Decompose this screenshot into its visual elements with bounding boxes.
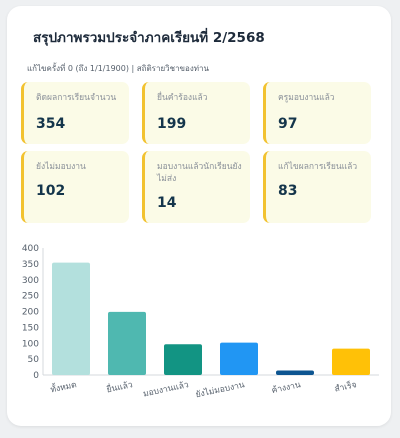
stat-value: 14 <box>157 195 177 211</box>
stat-value: 97 <box>278 116 298 132</box>
status-bar-chart: 0 50 100 150 200 250 300 350 400 ทั้งหมด ยื่นแล้ว ม… <box>22 244 379 400</box>
summary-card: สรุปภาพรวมประจำภาคเรียนที่ 2/2568 แก้ไขค… <box>7 6 391 426</box>
page-title: สรุปภาพรวมประจำภาคเรียนที่ 2/2568 <box>33 30 265 46</box>
y-tick-label: 100 <box>22 339 39 349</box>
stat-value: 199 <box>157 116 187 132</box>
stat-label: ติดผลการเรียนจำนวน <box>36 93 117 103</box>
stat-card-grades-fixed: แก้ไขผลการเรียนแล้ว 83 <box>263 151 371 223</box>
stat-label: มอบงานแล้วนักเรียนยังไม่ส่ง <box>157 162 242 184</box>
stat-card-not-assigned: ยังไม่มอบงาน 102 <box>21 151 129 223</box>
stat-card-pending-student: มอบงานแล้วนักเรียนยังไม่ส่ง 14 <box>142 151 250 223</box>
stat-value: 102 <box>36 183 66 199</box>
y-tick-label: 400 <box>22 244 39 254</box>
page-subtitle: แก้ไขครั้งที่ 0 (ถึง 1/1/1900) | สถิติรา… <box>27 64 209 73</box>
y-tick-label: 50 <box>28 355 40 365</box>
y-tick-label: 0 <box>33 371 39 381</box>
bar-3[interactable] <box>220 342 258 375</box>
x-tick-label: ยังไม่มอบงาน <box>195 379 246 400</box>
x-tick-label: มอบงานแล้ว <box>142 379 190 399</box>
x-tick-label: ค้างงาน <box>271 379 302 396</box>
bar-1[interactable] <box>108 311 146 375</box>
stat-label: ยื่นคำร้องแล้ว <box>157 93 208 103</box>
x-tick-label: ทั้งหมด <box>49 378 77 395</box>
stat-card-submitted: ยื่นคำร้องแล้ว 199 <box>142 82 250 144</box>
bar-2[interactable] <box>164 344 202 375</box>
stat-value: 83 <box>278 183 298 199</box>
bar-0[interactable] <box>52 262 90 375</box>
x-tick-label: ยื่นแล้ว <box>105 378 133 395</box>
y-tick-label: 250 <box>22 292 39 302</box>
bar-4[interactable] <box>276 370 314 375</box>
stat-label: ยังไม่มอบงาน <box>36 162 86 172</box>
y-tick-label: 300 <box>22 276 39 286</box>
stat-label: ครูมอบงานแล้ว <box>278 93 335 103</box>
bar-5[interactable] <box>332 348 370 375</box>
y-tick-label: 200 <box>22 308 39 318</box>
x-tick-label: สำเร็จ <box>333 378 357 394</box>
stat-label: แก้ไขผลการเรียนแล้ว <box>278 162 358 172</box>
y-tick-label: 350 <box>22 260 39 270</box>
stat-value: 354 <box>36 116 66 132</box>
stat-card-total-grades: ติดผลการเรียนจำนวน 354 <box>21 82 129 144</box>
stat-card-assigned: ครูมอบงานแล้ว 97 <box>263 82 371 144</box>
y-tick-label: 150 <box>22 323 39 333</box>
